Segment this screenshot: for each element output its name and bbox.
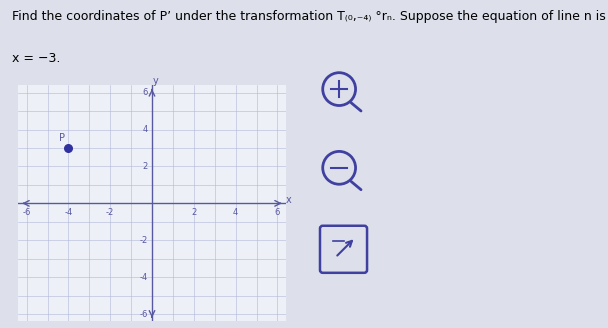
Text: 4: 4	[233, 208, 238, 217]
Text: P: P	[59, 133, 65, 143]
Text: -4: -4	[140, 273, 148, 282]
Text: 6: 6	[275, 208, 280, 217]
Text: Find the coordinates of P’ under the transformation T₍₀,₋₄₎ °rₙ. Suppose the equ: Find the coordinates of P’ under the tra…	[12, 10, 606, 23]
Point	[64, 145, 73, 151]
Text: 6: 6	[142, 88, 148, 97]
Text: -2: -2	[140, 236, 148, 245]
Text: x: x	[285, 195, 291, 205]
Text: -2: -2	[106, 208, 114, 217]
Text: y: y	[152, 76, 158, 86]
Text: -6: -6	[139, 310, 148, 318]
Text: -4: -4	[64, 208, 72, 217]
Text: x = −3.: x = −3.	[12, 52, 61, 66]
Text: 4: 4	[142, 125, 148, 134]
Text: -6: -6	[22, 208, 31, 217]
Text: 2: 2	[191, 208, 196, 217]
Text: 2: 2	[142, 162, 148, 171]
